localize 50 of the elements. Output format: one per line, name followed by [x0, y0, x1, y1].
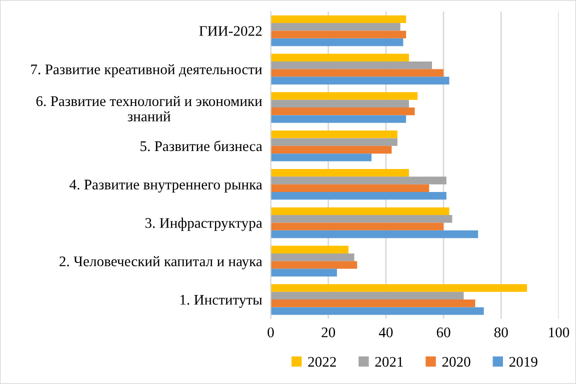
y-tick-label: 1. Институты: [180, 294, 262, 308]
legend-label: 2020: [442, 356, 470, 367]
bar: [270, 154, 372, 162]
bar: [270, 192, 446, 200]
bar: [270, 184, 430, 192]
bar: [270, 61, 432, 70]
bar: [270, 130, 398, 138]
legend-label: 2019: [509, 356, 538, 367]
legend-label: 2022: [308, 356, 336, 367]
bar: [270, 69, 444, 77]
y-tick-label: 5. Развитие бизнеса: [140, 140, 262, 152]
bar: [270, 38, 404, 46]
bar: [270, 100, 409, 108]
bar: [270, 23, 400, 31]
y-tick-label: 4. Развитие внутреннего рынка: [70, 180, 262, 193]
y-tick-label: 7. Развитие креативной деятельности: [31, 64, 262, 78]
bar: [270, 246, 348, 254]
bar: [270, 108, 415, 116]
bar: [270, 176, 446, 184]
bar: [270, 307, 484, 315]
bar: [270, 92, 418, 100]
x-tick-label: 0: [268, 327, 274, 338]
x-tick-label: 60: [436, 327, 450, 338]
bar: [270, 268, 337, 276]
bar: [270, 261, 358, 269]
y-tick-label: 3. Инфраструктура: [145, 218, 262, 231]
bar: [270, 30, 406, 38]
bar: [270, 292, 464, 300]
y-tick-label: ГИИ-2022: [199, 26, 262, 36]
bar: [270, 146, 392, 154]
x-tick-label: 40: [378, 327, 393, 338]
bar: [270, 15, 406, 24]
bar: [270, 215, 452, 223]
bar: [270, 168, 409, 177]
bar: [270, 253, 354, 262]
x-tick-label: 100: [549, 327, 570, 338]
y-tick-label: 6. Развитие технологий и экономики знаний: [36, 96, 262, 122]
bar: [270, 207, 450, 216]
bar: [270, 76, 450, 84]
x-tick-label: 20: [322, 327, 336, 338]
bar: [270, 54, 409, 62]
legend-label: 2021: [375, 356, 403, 367]
bar: [270, 222, 444, 230]
x-tick-label: 80: [494, 327, 508, 338]
bar: [270, 230, 478, 238]
y-tick-label: 2. Человеческий капитал и наука: [60, 256, 262, 270]
bar: [270, 115, 406, 123]
bar: [270, 284, 528, 292]
bar: [270, 138, 398, 146]
bar: [270, 300, 476, 308]
